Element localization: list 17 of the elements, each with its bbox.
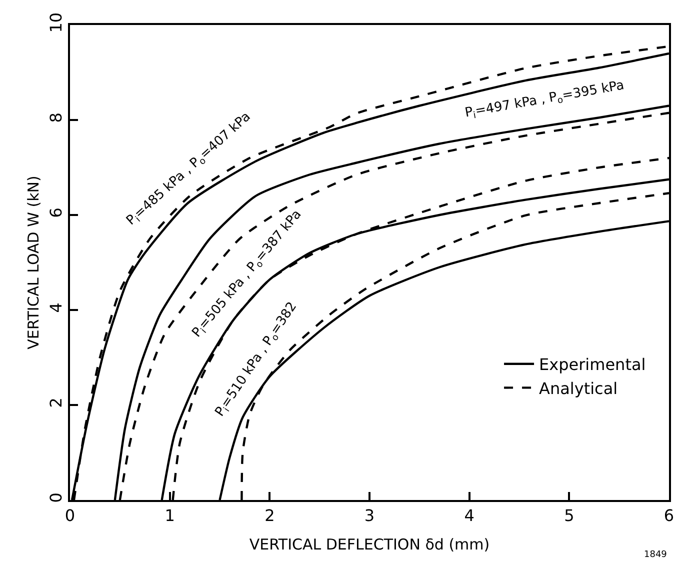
y-axis-title: VERTICAL LOAD W (kN) [24,176,42,350]
x-axis-title: VERTICAL DEFLECTION δd (mm) [249,536,490,554]
y-tick-label: 0 [46,492,66,503]
y-tick-label: 2 [46,398,66,408]
y-tick-label: 8 [46,112,66,123]
x-tick-label: 1 [164,506,175,526]
x-tick-label: 6 [664,506,674,526]
y-tick-label: 4 [46,302,66,313]
y-tick-label: 10 [46,12,66,33]
y-tick-label: 6 [46,208,66,218]
x-tick-label: 3 [364,506,375,526]
x-tick-label: 5 [564,506,574,526]
text: 1849 [644,550,668,560]
x-tick-label: 4 [464,506,474,526]
legend-label: Experimental [539,355,646,374]
x-tick-label: 2 [264,506,275,526]
legend-label: Analytical [539,378,618,398]
